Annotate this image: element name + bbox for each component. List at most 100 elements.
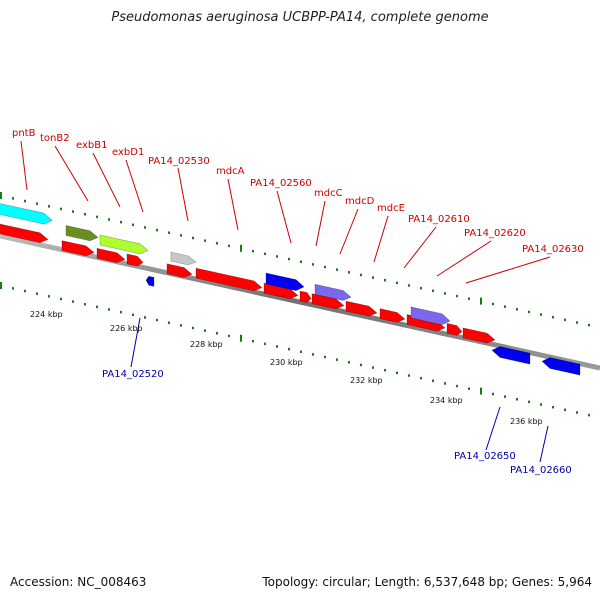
tick-mark <box>264 342 266 346</box>
tick-mark <box>216 332 218 335</box>
cds-PA14_02530-arrow[interactable] <box>166 263 193 278</box>
gene-PA14_02530-block[interactable] <box>170 251 197 266</box>
cds-PA14_02630a-arrow[interactable] <box>446 322 463 336</box>
callout-exbB1 <box>92 152 121 208</box>
tick-mark <box>144 316 146 319</box>
tick-mark <box>96 305 98 309</box>
gene-label-pntB[interactable]: pntB <box>12 128 36 139</box>
tick-mark <box>432 289 434 293</box>
cds-PA14_02630-arrow[interactable] <box>462 327 496 344</box>
tick-mark <box>576 411 578 414</box>
tick-mark <box>396 281 398 285</box>
tick-mark <box>120 220 122 224</box>
tick-mark <box>300 260 302 263</box>
cds-mdcE-arrow[interactable] <box>345 300 378 317</box>
gene-labels-reverse: PA14_02520 PA14_02650 PA14_02660 <box>102 369 572 476</box>
tick-mark <box>48 205 50 208</box>
tick-mark <box>312 263 314 266</box>
tick-mark <box>168 231 170 234</box>
tick-mark <box>552 405 554 409</box>
tick-mark <box>108 218 110 221</box>
gene-label-PA14_02660[interactable]: PA14_02660 <box>510 465 572 476</box>
gene-PA14_02610-block[interactable] <box>410 306 451 326</box>
tick-mark <box>348 361 350 364</box>
tick-mark <box>372 276 374 279</box>
cds-mdcD-arrow[interactable] <box>311 293 345 310</box>
tick-mark <box>408 374 410 377</box>
tick-mark <box>240 334 242 342</box>
tick-mark <box>336 358 338 361</box>
gene-label-tonB2[interactable]: tonB2 <box>40 133 70 144</box>
scale-labels: 224 kbp 226 kbp 228 kbp 230 kbp 232 kbp … <box>30 310 543 426</box>
callout-tonB2 <box>54 145 89 202</box>
tick-mark <box>420 376 422 380</box>
gene-exbB1-block[interactable] <box>99 234 149 255</box>
gene-label-mdcD[interactable]: mdcD <box>345 196 375 207</box>
tick-mark <box>168 321 170 324</box>
tick-mark <box>60 207 62 211</box>
gene-tonB2-block[interactable] <box>65 225 99 242</box>
callout-exbD1 <box>125 159 144 213</box>
tick-mark <box>432 379 434 383</box>
gene-label-exbD1[interactable]: exbD1 <box>112 147 144 158</box>
tick-mark <box>276 345 278 348</box>
gene-label-PA14_02650[interactable]: PA14_02650 <box>454 451 516 462</box>
tick-marks <box>0 192 590 417</box>
tick-mark <box>288 257 290 261</box>
tick-mark <box>456 384 458 388</box>
gene-label-PA14_02630[interactable]: PA14_02630 <box>522 244 584 255</box>
gene-label-PA14_02610[interactable]: PA14_02610 <box>408 214 470 225</box>
cds-exbD1-arrow[interactable] <box>126 253 144 267</box>
gene-mdcC-block[interactable] <box>314 283 352 301</box>
gene-pntB-block[interactable] <box>0 202 53 225</box>
scale-label-230: 230 kbp <box>270 358 303 367</box>
callout-PA14_02650 <box>485 406 501 451</box>
cds-PA14_02610-arrow[interactable] <box>379 308 406 323</box>
gene-PA14_02520-arrow[interactable] <box>145 275 155 287</box>
tick-mark <box>456 294 458 298</box>
cds-pntB-arrow[interactable] <box>0 223 49 244</box>
gene-label-PA14_02620[interactable]: PA14_02620 <box>464 228 526 239</box>
tick-mark <box>144 226 146 229</box>
tick-mark <box>528 400 530 404</box>
gene-PA14_02660-arrow[interactable] <box>541 357 581 376</box>
gene-label-PA14_02520[interactable]: PA14_02520 <box>102 369 164 380</box>
tick-mark <box>204 329 206 332</box>
tick-mark <box>576 321 578 324</box>
tick-mark <box>276 255 278 258</box>
tick-mark <box>552 315 554 319</box>
cds-mdcC-arrow[interactable] <box>299 290 312 303</box>
tick-mark <box>324 355 326 359</box>
topology-text: Topology: circular; Length: 6,537,648 bp… <box>262 575 592 589</box>
callout-PA14_02620 <box>436 240 492 277</box>
tick-mark <box>480 297 482 305</box>
cds-mdcA-arrow[interactable] <box>195 267 263 292</box>
gene-PA14_02560-block[interactable] <box>265 272 305 291</box>
tick-mark <box>468 297 470 300</box>
cds-exbB1-arrow[interactable] <box>96 247 126 264</box>
tick-mark <box>156 228 158 232</box>
tick-mark <box>240 244 242 252</box>
tick-mark <box>180 234 182 237</box>
gene-label-PA14_02560[interactable]: PA14_02560 <box>250 178 312 189</box>
tick-mark <box>132 223 134 227</box>
gene-label-exbB1[interactable]: exbB1 <box>76 140 107 151</box>
genome-backbone <box>0 233 600 371</box>
callout-PA14_02630 <box>465 256 551 284</box>
gene-label-mdcC[interactable]: mdcC <box>314 188 343 199</box>
cds-tonB2-arrow[interactable] <box>61 240 95 257</box>
tick-mark <box>348 271 350 274</box>
gene-label-mdcE[interactable]: mdcE <box>377 203 405 214</box>
scale-label-234: 234 kbp <box>430 396 463 405</box>
gene-PA14_02650-arrow[interactable] <box>491 346 531 365</box>
tick-mark <box>480 387 482 395</box>
tick-mark <box>72 210 74 213</box>
gene-label-mdcA[interactable]: mdcA <box>216 166 245 177</box>
tick-mark <box>36 292 38 295</box>
map-title: Pseudomonas aeruginosa UCBPP-PA14, compl… <box>111 10 489 25</box>
gene-label-PA14_02530[interactable]: PA14_02530 <box>148 156 210 167</box>
callout-mdcA <box>227 178 239 231</box>
tick-mark <box>48 295 50 298</box>
tick-mark <box>108 308 110 311</box>
tick-mark <box>468 387 470 390</box>
